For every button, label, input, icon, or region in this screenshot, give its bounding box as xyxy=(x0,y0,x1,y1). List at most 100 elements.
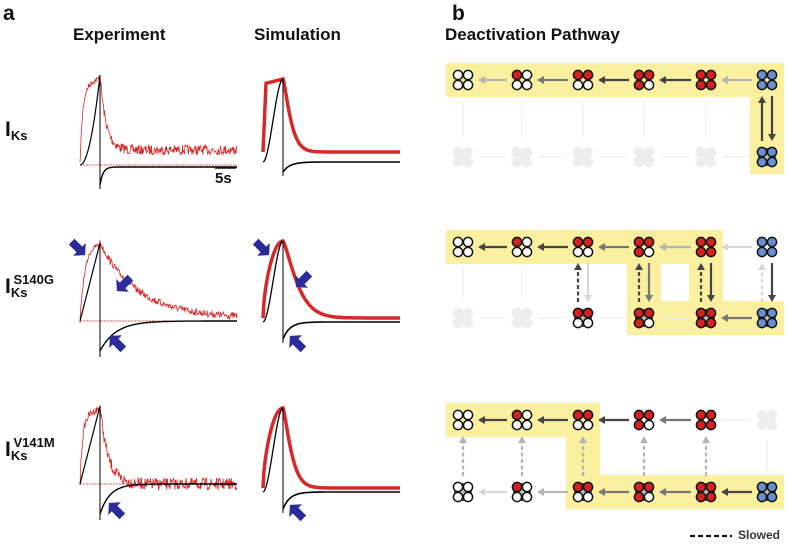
row-label-iks-v141m: IKsV141M xyxy=(5,435,55,463)
subunit-open xyxy=(766,79,778,91)
subunit-resting xyxy=(572,246,584,258)
subunit-open xyxy=(756,307,768,319)
transition-arrow-up xyxy=(758,263,766,302)
arrow-marker-icon xyxy=(108,502,126,520)
channel-state-icon xyxy=(452,481,474,503)
arrow-head xyxy=(659,416,666,424)
subunit-resting xyxy=(582,491,594,503)
subunit-open xyxy=(756,79,768,91)
channel-state-icon xyxy=(572,481,594,503)
experiment-trace xyxy=(79,405,238,492)
subunit-activated xyxy=(695,481,707,493)
transition-arrow xyxy=(478,243,507,251)
transition-arrow xyxy=(478,416,507,424)
simulation-activation-trace xyxy=(262,240,284,323)
ghost-core xyxy=(762,415,772,425)
subunit-resting xyxy=(452,69,464,81)
transition-arrow xyxy=(478,488,507,496)
subunit-resting xyxy=(462,419,474,431)
subunit-resting xyxy=(643,246,655,258)
ghost-core xyxy=(458,152,468,162)
subunit-activated xyxy=(511,481,523,493)
panel-a-label: a xyxy=(3,2,15,25)
transition-arrow-up xyxy=(574,263,582,302)
subunit-resting xyxy=(452,409,464,421)
subunit-open xyxy=(766,481,778,493)
subunit-resting xyxy=(452,236,464,248)
arrow-head xyxy=(598,416,605,424)
ghost-state-icon xyxy=(452,307,474,329)
arrow-head xyxy=(598,76,605,84)
transition-arrow-up xyxy=(758,96,766,141)
pathway-highlight xyxy=(446,230,784,335)
subunit-activated xyxy=(705,481,717,493)
header-experiment: Experiment xyxy=(73,25,166,44)
channel-state-icon xyxy=(756,236,778,258)
row-label-iks: IKs xyxy=(5,118,28,143)
arrow-head xyxy=(707,295,715,302)
subunit-activated xyxy=(572,236,584,248)
subunit-open xyxy=(756,491,768,503)
subunit-resting xyxy=(452,419,464,431)
subunit-activated xyxy=(695,246,707,258)
subunit-activated xyxy=(633,307,645,319)
channel-state-icon xyxy=(511,409,533,431)
subunit-resting xyxy=(462,246,474,258)
simulation-tail-trace xyxy=(282,321,400,340)
subunit-activated xyxy=(705,419,717,431)
subunit-activated xyxy=(695,307,707,319)
subunit-activated xyxy=(705,491,717,503)
simulation-trace xyxy=(261,76,400,154)
arrow-head xyxy=(598,488,605,496)
arrow-head xyxy=(697,263,705,270)
channel-state-icon xyxy=(695,481,717,503)
pathway-highlight xyxy=(446,63,784,174)
subunit-open xyxy=(766,236,778,248)
ghost-state-icon xyxy=(511,146,533,168)
subunit-resting xyxy=(462,409,474,421)
arrow-marker-icon xyxy=(289,335,307,353)
subunit-resting xyxy=(572,79,584,91)
channel-state-icon xyxy=(572,236,594,258)
subunit-resting xyxy=(452,481,464,493)
subunit-activated xyxy=(582,307,594,319)
arrow-head xyxy=(721,243,728,251)
ghost-state-icon xyxy=(633,146,655,168)
subunit-activated xyxy=(633,246,645,258)
channel-state-icon xyxy=(756,307,778,329)
subunit-activated xyxy=(582,69,594,81)
subunit-activated xyxy=(695,69,707,81)
channel-state-icon xyxy=(756,69,778,91)
arrow-head xyxy=(518,436,526,443)
ghost-state-icon xyxy=(756,409,778,431)
subunit-resting xyxy=(521,481,533,493)
transition-arrow-down xyxy=(707,263,715,302)
subunit-resting xyxy=(511,419,523,431)
subunit-activated xyxy=(643,481,655,493)
simulation-tail-trace xyxy=(282,161,400,173)
subunit-activated xyxy=(633,409,645,421)
header-simulation: Simulation xyxy=(254,25,341,44)
transition-arrow-down xyxy=(645,263,653,302)
subunit-open xyxy=(766,246,778,258)
arrow-head xyxy=(478,488,485,496)
subunit-resting xyxy=(462,236,474,248)
ghost-core xyxy=(458,313,468,323)
channel-state-icon xyxy=(511,481,533,503)
arrow-head xyxy=(574,263,582,270)
arrow-head xyxy=(478,416,485,424)
transition-arrow xyxy=(721,488,752,496)
arrow-head xyxy=(598,243,605,251)
subunit-activated xyxy=(633,317,645,329)
subunit-open xyxy=(766,491,778,503)
subunit-activated xyxy=(705,307,717,319)
transition-arrow-up xyxy=(579,436,587,476)
simulation-activation-trace xyxy=(262,78,284,163)
subunit-activated xyxy=(633,79,645,91)
ghost-state-icon xyxy=(452,146,474,168)
channel-state-icon xyxy=(633,409,655,431)
subunit-resting xyxy=(511,79,523,91)
transition-arrow-up xyxy=(459,436,467,476)
subunit-activated xyxy=(572,307,584,319)
subunit-resting xyxy=(582,317,594,329)
